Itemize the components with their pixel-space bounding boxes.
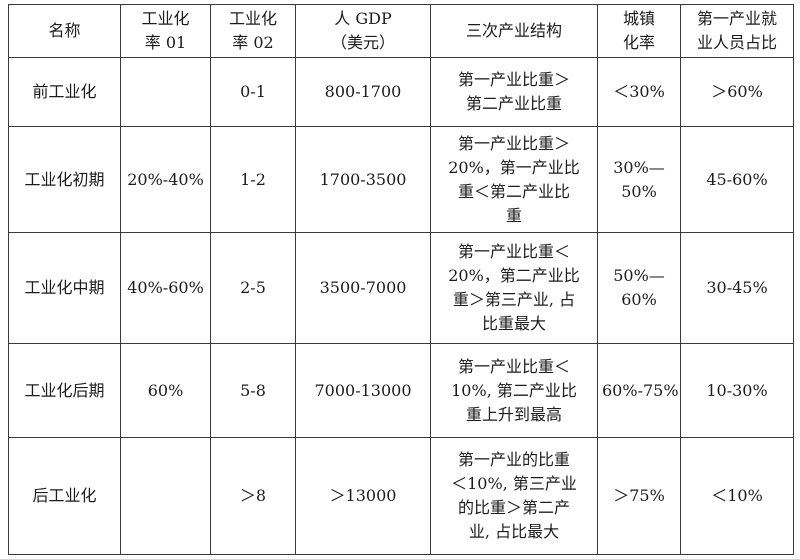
table-cell: 工业化初期 bbox=[8, 126, 121, 233]
table-cell: 第一产业比重＞ 第二产业比重 bbox=[430, 57, 598, 127]
table-cell: ＜10% bbox=[680, 437, 794, 555]
table-cell: 1700-3500 bbox=[295, 126, 431, 233]
table-cell: 第一产业的比重 ＜10%, 第三产业 的比重＞第二产 业, 占比最大 bbox=[430, 437, 598, 555]
table-row-early-industrialization: 工业化初期 20%-40% 1-2 1700-3500 第一产业比重＞ 20%，… bbox=[8, 126, 794, 233]
table-cell: 30%— 50% bbox=[597, 126, 681, 233]
table-cell: 0-1 bbox=[210, 57, 296, 127]
header-cell-industry-structure: 三次产业结构 bbox=[430, 4, 598, 58]
table-cell: 60%-75% bbox=[597, 343, 681, 438]
header-cell-gdp-per-capita: 人 GDP （美元） bbox=[295, 4, 431, 58]
table-row-post-industrialization: 后工业化 ＞8 ＞13000 第一产业的比重 ＜10%, 第三产业 的比重＞第二… bbox=[8, 437, 794, 555]
header-cell-urbanization-rate: 城镇 化率 bbox=[597, 4, 681, 58]
table-row-late-industrialization: 工业化后期 60% 5-8 7000-13000 第一产业比重＜ 10%, 第二… bbox=[8, 343, 794, 438]
table-cell: ＞8 bbox=[210, 437, 296, 555]
table-cell: 60% bbox=[120, 343, 211, 438]
header-cell-industrialization-rate-02: 工业化 率 02 bbox=[210, 4, 296, 58]
table-cell bbox=[120, 437, 211, 555]
table-cell: 45-60% bbox=[680, 126, 794, 233]
header-cell-industrialization-rate-01: 工业化 率 01 bbox=[120, 4, 211, 58]
header-cell-name: 名称 bbox=[8, 4, 121, 58]
table-cell: 2-5 bbox=[210, 232, 296, 344]
table-cell: 50%— 60% bbox=[597, 232, 681, 344]
table-cell: 第一产业比重＜ 10%, 第二产业比 重上升到最高 bbox=[430, 343, 598, 438]
table-cell: 工业化中期 bbox=[8, 232, 121, 344]
table-cell: ＞13000 bbox=[295, 437, 431, 555]
table-cell: 后工业化 bbox=[8, 437, 121, 555]
table-cell: 30-45% bbox=[680, 232, 794, 344]
table-cell: 3500-7000 bbox=[295, 232, 431, 344]
table-cell: 工业化后期 bbox=[8, 343, 121, 438]
table-cell: 20%-40% bbox=[120, 126, 211, 233]
table-cell: 第一产业比重＜ 20%，第二产业比 重＞第三产业, 占 比重最大 bbox=[430, 232, 598, 344]
table-cell: 40%-60% bbox=[120, 232, 211, 344]
table-row-pre-industrialization: 前工业化 0-1 800-1700 第一产业比重＞ 第二产业比重 ＜30% ＞6… bbox=[8, 57, 794, 127]
industrialization-stage-table: 名称 工业化 率 01 工业化 率 02 人 GDP （美元） 三次产业结构 城… bbox=[8, 4, 794, 555]
table-cell: ＜30% bbox=[597, 57, 681, 127]
table-cell: 第一产业比重＞ 20%，第一产业比 重＜第二产业比 重 bbox=[430, 126, 598, 233]
table-cell: 10-30% bbox=[680, 343, 794, 438]
table-cell: 前工业化 bbox=[8, 57, 121, 127]
table-cell: ＞75% bbox=[597, 437, 681, 555]
table-cell: 7000-13000 bbox=[295, 343, 431, 438]
table-cell: 1-2 bbox=[210, 126, 296, 233]
table-cell bbox=[120, 57, 211, 127]
table-header-row: 名称 工业化 率 01 工业化 率 02 人 GDP （美元） 三次产业结构 城… bbox=[8, 4, 794, 58]
table-cell: 5-8 bbox=[210, 343, 296, 438]
table-cell: ＞60% bbox=[680, 57, 794, 127]
header-cell-primary-employment-share: 第一产业就 业人员占比 bbox=[680, 4, 794, 58]
table-cell: 800-1700 bbox=[295, 57, 431, 127]
table-row-mid-industrialization: 工业化中期 40%-60% 2-5 3500-7000 第一产业比重＜ 20%，… bbox=[8, 232, 794, 344]
